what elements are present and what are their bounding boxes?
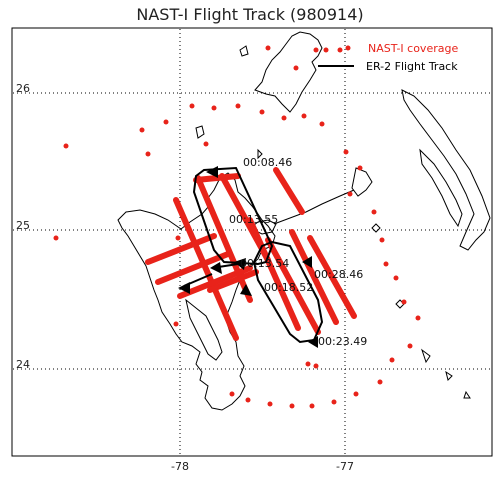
coverage-swath [145,233,217,265]
coverage-point [313,47,319,53]
coverage-point [353,391,359,397]
timestamp-label: 00:18.52 [264,281,313,294]
new-providence-coast [249,219,277,235]
coverage-legend-label: NAST-I coverage [368,42,458,55]
islet-3 [421,348,431,364]
track-timestamps: 00:08.46 00:13.55 00:13.54 00:18.52 00:2… [229,156,367,348]
coverage-point [189,103,195,109]
coverage-point [211,105,217,111]
berry-islands-coast [254,31,323,113]
coverage-point [229,391,235,397]
nast-i-coverage-dots [53,45,421,409]
timestamp-label: 00:13.54 [240,257,289,270]
exuma-shoreline [351,167,373,197]
coverage-point [163,119,169,125]
track-arrow [178,282,190,294]
track-arrow [308,336,318,348]
timestamp-label: 00:28.46 [314,268,363,281]
coverage-point [343,149,349,155]
coverage-swath [193,173,241,183]
islet-1 [371,223,381,233]
coastlines [117,31,491,411]
map-title: NAST-I Flight Track (980914) [136,5,363,24]
map-legend: NAST-I coverage ER-2 Flight Track [318,42,458,73]
coverage-point [379,237,385,243]
coverage-swath [177,265,253,299]
andros-inner-channel [185,298,223,361]
lat-label-24: 24 [16,358,30,371]
track-direction-arrows [178,166,318,348]
map-frame [11,27,493,457]
coverage-point [235,103,241,109]
track-arrow [240,284,252,296]
coverage-point [393,275,399,281]
coverage-point [401,299,407,305]
track-loop-north [192,166,274,266]
coverage-point [389,357,395,363]
lat-label-25: 25 [16,219,30,232]
islet-6 [195,125,205,139]
track-arrow [206,166,218,178]
lat-label-26: 26 [16,82,30,95]
eleuthera-coast [401,89,491,251]
coverage-point [265,45,271,51]
coverage-point [357,165,363,171]
coverage-legend-swatch [345,45,351,51]
timestamp-label: 00:08.46 [243,156,292,169]
islet-8 [257,148,263,160]
coverage-point [371,209,377,215]
track-arrow [210,262,222,274]
coverage-point [319,121,325,127]
coverage-point [203,141,209,147]
andros-island-coast [117,172,276,411]
islet-4 [445,370,453,381]
coverage-swath [247,217,301,331]
graticule [13,29,491,455]
coverage-point [407,343,413,349]
coverage-point [323,47,329,53]
coverage-point [337,47,343,53]
nast-i-coverage [145,167,357,341]
coverage-point [377,379,383,385]
coverage-swath [155,251,231,285]
islet-5 [463,390,471,399]
track-legend-label: ER-2 Flight Track [366,60,458,73]
coverage-swath [273,167,305,215]
timestamp-label: 00:13.55 [229,213,278,226]
coverage-point [139,127,145,133]
coverage-point [289,403,295,409]
coverage-point [175,235,181,241]
coverage-point [281,115,287,121]
coverage-swath [173,197,239,341]
coverage-point [347,191,353,197]
coverage-point [309,403,315,409]
coverage-point [383,261,389,267]
track-arrow [302,256,312,268]
coverage-point [173,321,179,327]
coverage-point [53,235,59,241]
coverage-point [267,401,273,407]
lon-label-78: -78 [171,460,189,473]
coverage-point [293,65,299,71]
coverage-point [415,315,421,321]
coverage-point [145,151,151,157]
bank-edge-line [273,189,355,225]
coverage-point [259,109,265,115]
timestamp-label: 00:23.49 [318,335,367,348]
coverage-swath [307,235,357,319]
eleuthera-inner-shore [419,148,463,228]
coverage-swath [207,269,259,293]
coverage-point [301,113,307,119]
track-arrow [234,258,246,270]
coverage-point [305,361,311,367]
coverage-point [331,399,337,405]
coverage-swath [289,229,339,325]
coverage-point [245,397,251,403]
islet-7 [239,45,249,57]
lon-label-77: -77 [336,460,354,473]
coverage-swath [265,237,321,335]
coverage-point [313,363,319,369]
coverage-point [63,143,69,149]
